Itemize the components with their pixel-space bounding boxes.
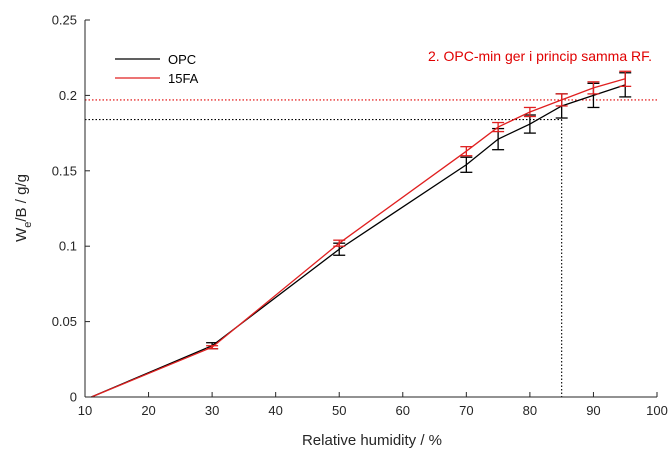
y-tick-label: 0.25 <box>52 13 77 28</box>
series-line <box>91 78 626 398</box>
y-tick-label: 0 <box>70 390 77 405</box>
y-axis-title-main: W <box>13 227 30 242</box>
series-15fa <box>91 70 632 398</box>
x-tick-label: 20 <box>141 403 155 418</box>
y-axis-title: We/B / g/g <box>13 174 34 242</box>
error-bar <box>460 156 473 173</box>
series-line <box>91 84 626 398</box>
x-tick-label: 40 <box>268 403 282 418</box>
x-tick-label: 90 <box>586 403 600 418</box>
error-bar <box>523 106 536 118</box>
axes: 10 20 30 40 50 60 70 80 90 100 0 0.05 0.1 0.15 0.2 0.25 <box>52 13 668 419</box>
error-bar <box>206 345 219 350</box>
y-tick-label: 0.05 <box>52 314 77 329</box>
y-tick-label: 0.15 <box>52 163 77 178</box>
series-opc <box>91 72 632 398</box>
x-axis-title: Relative humidity / % <box>302 432 442 449</box>
x-tick-label: 70 <box>459 403 473 418</box>
x-tick-label: 100 <box>646 403 668 418</box>
error-bar <box>619 70 632 88</box>
x-tick-label: 10 <box>78 403 92 418</box>
error-bar <box>492 121 505 133</box>
error-bar <box>555 93 568 107</box>
y-axis-title-subscript: e <box>22 222 34 228</box>
error-bar <box>333 239 346 247</box>
error-bar <box>587 81 600 95</box>
error-bar <box>460 146 473 157</box>
x-tick-label: 30 <box>205 403 219 418</box>
y-tick-label: 0.1 <box>59 239 77 254</box>
error-bar <box>523 114 536 134</box>
legend-label-opc: OPC <box>168 52 196 67</box>
annotation-text: 2. OPC-min ger i princip samma RF. <box>428 48 652 64</box>
reference-lines <box>85 99 657 397</box>
series-layer <box>91 70 632 398</box>
legend-label-15fa: 15FA <box>168 71 199 86</box>
x-tick-label: 80 <box>523 403 537 418</box>
legend: OPC 15FA <box>115 52 199 86</box>
x-tick-label: 60 <box>396 403 410 418</box>
y-tick-label: 0.2 <box>59 88 77 103</box>
y-axis-title-rest: /B / g/g <box>13 174 30 222</box>
x-tick-label: 50 <box>332 403 346 418</box>
